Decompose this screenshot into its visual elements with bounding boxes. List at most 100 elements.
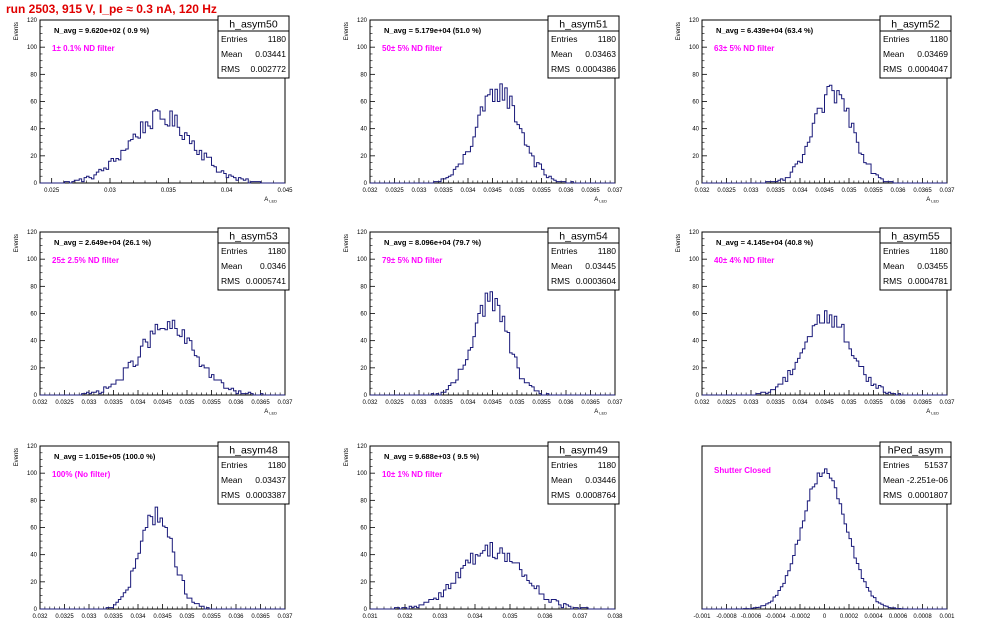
y-tick-label: 100 (27, 471, 38, 477)
stat-label-rms: RMS (883, 490, 902, 500)
x-axis-label-subscript: LED (599, 199, 607, 204)
filter-annotation: 25± 2.5% ND filter (52, 256, 119, 265)
stat-label-mean: Mean (551, 475, 573, 485)
y-tick-label: 0 (34, 607, 38, 613)
stat-label-entries: Entries (551, 34, 577, 44)
histogram-series (370, 83, 615, 184)
x-tick-label: 0.0335 (434, 400, 453, 406)
x-tick-label: 0.033 (743, 188, 759, 194)
stat-label-mean: Mean (883, 49, 905, 59)
stat-label-mean: Mean (883, 261, 905, 271)
stats-box (879, 15, 952, 79)
stat-value-rms: 0.0004781 (908, 276, 948, 286)
stat-label-mean: Mean (551, 49, 573, 59)
y-tick-label: 60 (360, 100, 367, 106)
stat-value-entries: 1180 (598, 246, 617, 256)
x-tick-label: 0.036 (228, 614, 244, 620)
stat-label-mean: Mean (883, 475, 905, 485)
y-tick-label: 60 (360, 526, 367, 532)
histogram-panel-h_asym55: 0.032 0.0325 0.033 0.0335 0.034 0.0345 0.035 0.… (676, 227, 955, 416)
x-tick-label: 0.034 (460, 188, 476, 194)
x-tick-label: 0.038 (607, 614, 623, 620)
y-axis-label: Events (344, 22, 350, 40)
y-tick-label: 20 (692, 154, 699, 160)
histogram-series (702, 84, 947, 184)
x-tick-label: 0.036 (558, 400, 574, 406)
x-tick-label: 0.031 (362, 614, 378, 620)
stat-label-rms: RMS (551, 490, 570, 500)
x-tick-label: 0.037 (607, 188, 623, 194)
histogram-name: h_asym49 (559, 445, 608, 457)
stat-label-rms: RMS (221, 490, 240, 500)
y-tick-label: 60 (692, 312, 699, 318)
x-tick-label: 0.034 (460, 400, 476, 406)
x-tick-label: 0.036 (890, 188, 906, 194)
y-tick-label: 120 (357, 230, 368, 236)
stat-label-rms: RMS (551, 64, 570, 74)
stats-box (547, 441, 620, 505)
x-tick-label: 0.0355 (864, 188, 883, 194)
y-axis-label: Events (14, 22, 20, 40)
stat-label-entries: Entries (221, 460, 247, 470)
x-tick-label: 0.035 (841, 188, 857, 194)
stat-label-rms: RMS (883, 64, 902, 74)
stats-box (217, 15, 290, 79)
x-tick-label: 0.0355 (864, 400, 883, 406)
stat-value-entries: 51537 (924, 460, 948, 470)
y-tick-label: 60 (692, 100, 699, 106)
y-tick-label: 120 (689, 230, 700, 236)
x-tick-label: 0.0345 (815, 400, 834, 406)
y-tick-label: 80 (360, 72, 367, 78)
x-tick-label: 0.035 (509, 188, 525, 194)
x-tick-label: 0.0345 (153, 614, 172, 620)
stat-label-rms: RMS (883, 276, 902, 286)
x-tick-label: 0.033 (411, 400, 427, 406)
filter-annotation: 63± 5% ND filter (714, 44, 774, 53)
x-tick-label: 0.032 (32, 400, 48, 406)
stat-value-entries: 1180 (930, 34, 949, 44)
stat-label-rms: RMS (551, 276, 570, 286)
x-tick-label: -0.0002 (790, 614, 811, 620)
stats-box (547, 15, 620, 79)
x-tick-label: 0.045 (277, 188, 293, 194)
x-tick-label: 0.0345 (483, 188, 502, 194)
stat-value-rms: 0.0001807 (908, 490, 948, 500)
y-tick-label: 80 (30, 72, 37, 78)
x-tick-label: 0.035 (179, 400, 195, 406)
x-axis-label-subscript: LED (599, 411, 607, 416)
x-tick-label: 0.025 (44, 188, 60, 194)
x-tick-label: 0.035 (509, 400, 525, 406)
y-tick-label: 100 (27, 257, 38, 263)
x-tick-label: 0.036 (228, 400, 244, 406)
y-tick-label: 80 (30, 498, 37, 504)
x-axis-label-subscript: LED (269, 411, 277, 416)
y-tick-label: 80 (360, 498, 367, 504)
x-tick-label: 0.037 (607, 400, 623, 406)
y-axis-label: Events (14, 448, 20, 466)
y-tick-label: 40 (30, 553, 37, 559)
histogram-panel-h_asym51: 0.032 0.0325 0.033 0.0335 0.034 0.0345 0.035 0.… (344, 15, 623, 204)
filter-annotation: 40± 4% ND filter (714, 256, 774, 265)
y-axis-label: Events (676, 234, 682, 252)
stat-value-mean: 0.03469 (917, 49, 948, 59)
stats-box (879, 227, 952, 291)
stat-value-rms: 0.0004047 (908, 64, 948, 74)
stat-label-entries: Entries (883, 34, 909, 44)
x-tick-label: -0.0004 (765, 614, 786, 620)
x-tick-label: 0.034 (130, 400, 146, 406)
histogram-name: h_asym55 (891, 231, 940, 243)
x-tick-label: 0.0355 (532, 400, 551, 406)
stat-value-entries: 1180 (268, 246, 287, 256)
y-tick-label: 80 (30, 284, 37, 290)
stat-label-entries: Entries (883, 460, 909, 470)
y-tick-label: 40 (360, 127, 367, 133)
x-tick-label: 0.0365 (913, 400, 932, 406)
filter-annotation: 1± 0.1% ND filter (52, 44, 115, 53)
histogram-name: h_asym53 (229, 231, 278, 243)
x-tick-label: 0.033 (81, 400, 97, 406)
y-tick-label: 20 (360, 580, 367, 586)
histogram-name: h_asym52 (891, 19, 940, 31)
stat-value-mean: 0.03437 (255, 475, 286, 485)
y-tick-label: 20 (30, 580, 37, 586)
